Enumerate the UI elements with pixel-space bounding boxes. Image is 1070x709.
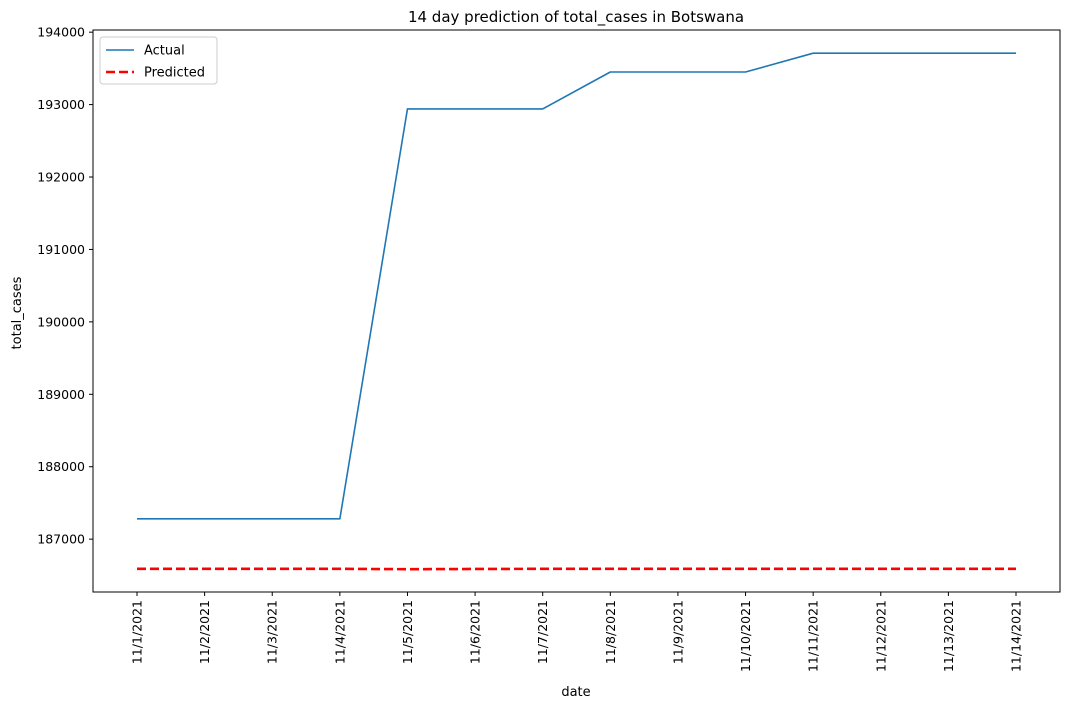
series-line-actual <box>137 52 1016 520</box>
legend-label-predicted: Predicted <box>144 66 205 81</box>
chart-title: 14 day prediction of total_cases in Bots… <box>408 8 744 27</box>
legend-label-actual: Actual <box>144 44 185 59</box>
x-tick-label: 11/11/2021 <box>806 600 821 672</box>
plot-frame <box>92 29 1061 593</box>
x-tick-label: 11/2/2021 <box>197 600 212 664</box>
y-axis: 187000 188000 189000 190000 191000 192000 1930… <box>37 25 93 547</box>
x-tick-label: 11/14/2021 <box>1009 600 1024 672</box>
x-tick-label: 11/6/2021 <box>468 600 483 664</box>
y-tick-label: 187000 <box>37 532 85 547</box>
y-tick-label: 190000 <box>37 314 85 329</box>
x-axis-title: date <box>561 685 590 700</box>
y-tick-label: 193000 <box>37 97 85 112</box>
legend-box <box>99 36 218 85</box>
y-tick-label: 192000 <box>37 170 85 185</box>
x-tick-label: 11/4/2021 <box>332 600 347 664</box>
x-tick-label: 11/7/2021 <box>535 600 550 664</box>
x-tick-label: 11/1/2021 <box>130 600 145 664</box>
y-tick-label: 189000 <box>37 387 85 402</box>
x-tick-label: 11/12/2021 <box>873 600 888 672</box>
y-axis-title: total_cases <box>10 276 25 349</box>
x-tick-label: 11/13/2021 <box>941 600 956 672</box>
y-tick-label: 194000 <box>37 25 85 40</box>
legend: Actual Predicted <box>99 36 218 85</box>
y-tick-label: 191000 <box>37 242 85 257</box>
x-tick-label: 11/5/2021 <box>400 600 415 664</box>
y-tick-label: 188000 <box>37 459 85 474</box>
x-tick-label: 11/9/2021 <box>670 600 685 664</box>
x-tick-label: 11/3/2021 <box>265 600 280 664</box>
x-tick-label: 11/8/2021 <box>603 600 618 664</box>
x-tick-label: 11/10/2021 <box>738 600 753 672</box>
plot-area <box>137 52 1016 571</box>
x-axis: 11/1/2021 11/2/2021 11/3/2021 11/4/2021 11/5… <box>130 592 1024 672</box>
